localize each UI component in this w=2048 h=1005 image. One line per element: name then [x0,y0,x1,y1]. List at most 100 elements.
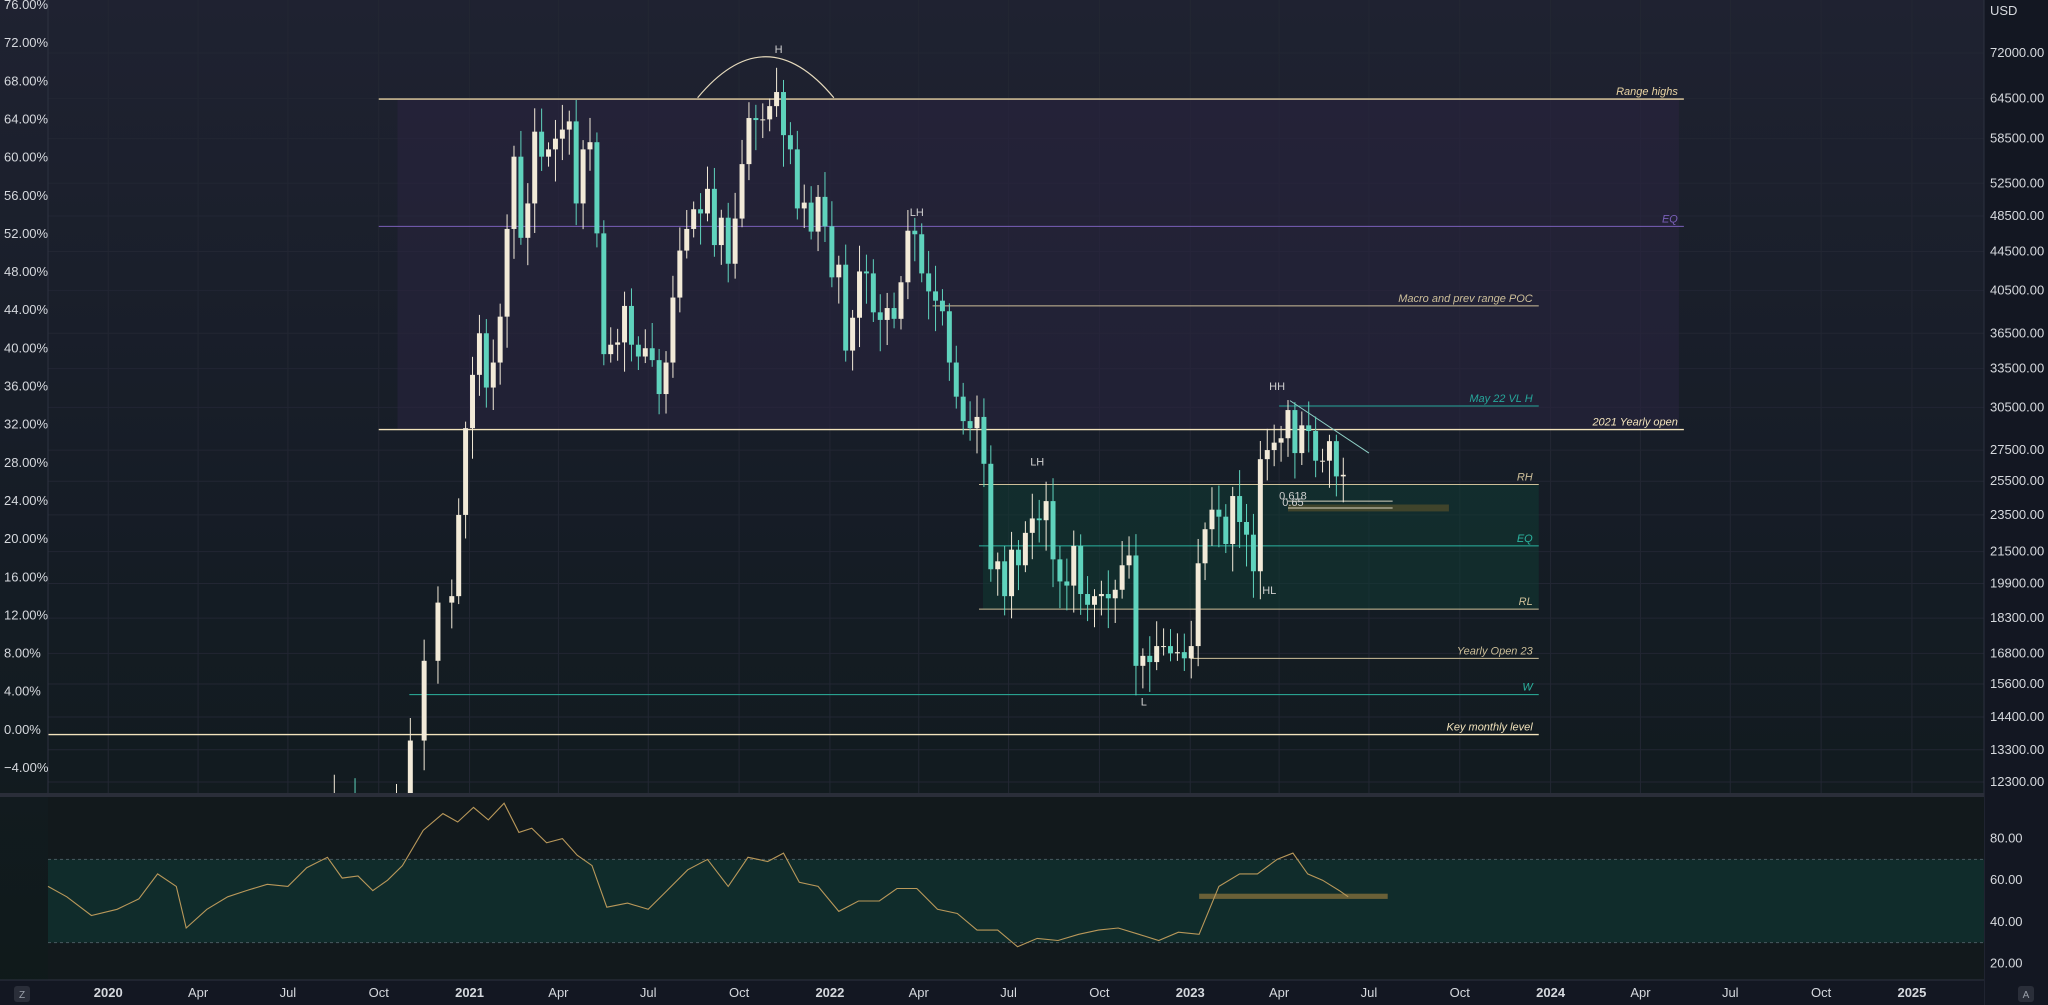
candle[interactable] [1043,481,1049,551]
candle[interactable] [808,186,814,240]
candle[interactable] [677,227,683,313]
candle[interactable] [407,718,413,807]
candle[interactable] [532,108,538,233]
candle[interactable] [435,586,441,684]
candle[interactable] [836,255,842,304]
candle[interactable] [843,244,849,362]
candle[interactable] [608,327,614,363]
candle[interactable] [497,303,503,385]
candle[interactable] [1333,434,1339,497]
candle[interactable] [1105,570,1111,629]
candle[interactable] [939,289,945,326]
candlestick-series[interactable] [331,67,1346,871]
candle[interactable] [1181,633,1187,671]
candle[interactable] [1071,530,1077,613]
pane-separator[interactable] [0,793,1984,797]
candle[interactable] [656,348,662,415]
candle[interactable] [1271,424,1277,467]
candle[interactable] [988,445,994,582]
candle[interactable] [1119,541,1125,599]
candle[interactable] [1340,457,1346,503]
candle[interactable] [1085,576,1091,622]
candle[interactable] [449,579,455,629]
candle[interactable] [601,220,607,366]
candle[interactable] [732,192,738,279]
candle[interactable] [946,303,952,381]
candle[interactable] [704,166,710,222]
candle[interactable] [1078,534,1084,615]
rsi-line[interactable] [47,802,1349,948]
candle[interactable] [870,259,876,323]
candle[interactable] [573,99,579,226]
candle[interactable] [594,132,600,248]
candle[interactable] [539,108,545,171]
candle[interactable] [863,254,869,304]
trendline[interactable] [1289,400,1370,454]
candle[interactable] [490,339,496,411]
candle[interactable] [1168,629,1173,662]
candle[interactable] [546,142,552,167]
candle[interactable] [476,314,482,396]
candle[interactable] [781,79,786,167]
candle[interactable] [1250,513,1256,598]
candle[interactable] [559,104,565,161]
candle[interactable] [642,329,648,364]
rsi-pane[interactable]: 80.00 60.00 40.00 20.00 [0,793,2023,980]
candle[interactable] [1098,580,1104,616]
candle[interactable] [691,201,697,238]
candle[interactable] [421,639,427,771]
candle[interactable] [518,130,524,245]
candle[interactable] [511,145,517,259]
candle[interactable] [850,309,856,371]
candle[interactable] [829,201,835,288]
candle[interactable] [1015,540,1021,591]
candle[interactable] [794,130,800,220]
candle[interactable] [1195,538,1201,667]
candle[interactable] [767,98,773,132]
price-axis[interactable]: USD 72000.00 64500.00 58500.00 52500.00 48500… [1983,0,2048,1005]
candle[interactable] [1230,486,1236,572]
candle[interactable] [822,172,828,243]
candle[interactable] [1264,428,1270,481]
candle[interactable] [1161,628,1167,656]
top-arc[interactable] [697,56,835,99]
candle[interactable] [1050,478,1056,588]
candle[interactable] [1174,633,1180,661]
candle[interactable] [974,395,980,454]
candle[interactable] [1278,425,1284,462]
candle[interactable] [456,498,462,605]
candle[interactable] [739,139,745,228]
candle[interactable] [912,217,918,262]
candle[interactable] [1009,531,1015,619]
candle[interactable] [615,328,621,361]
candle[interactable] [1022,521,1028,573]
candle[interactable] [718,209,724,265]
candle[interactable] [1133,534,1139,696]
candle[interactable] [552,119,558,182]
candle[interactable] [663,351,669,414]
candle[interactable] [960,382,966,435]
candle[interactable] [1154,621,1160,671]
candle[interactable] [746,102,752,181]
candle[interactable] [725,202,731,283]
candle[interactable] [787,122,793,165]
candle[interactable] [1147,636,1153,692]
candle[interactable] [891,292,897,329]
zoom-reset-button[interactable] [14,986,30,1002]
candle[interactable] [995,552,1001,596]
candle[interactable] [463,421,469,539]
candle[interactable] [1237,470,1243,548]
candle[interactable] [1326,434,1332,488]
candle[interactable] [1285,400,1291,457]
candle[interactable] [1036,499,1042,543]
candle[interactable] [1223,504,1229,554]
candle[interactable] [698,193,704,245]
candle[interactable] [483,319,489,408]
candle[interactable] [566,110,572,155]
candle[interactable] [1064,558,1070,611]
candle[interactable] [1202,522,1208,581]
candle[interactable] [1002,545,1008,616]
candle[interactable] [684,210,690,259]
candle[interactable] [1209,487,1215,546]
candle[interactable] [753,104,759,151]
